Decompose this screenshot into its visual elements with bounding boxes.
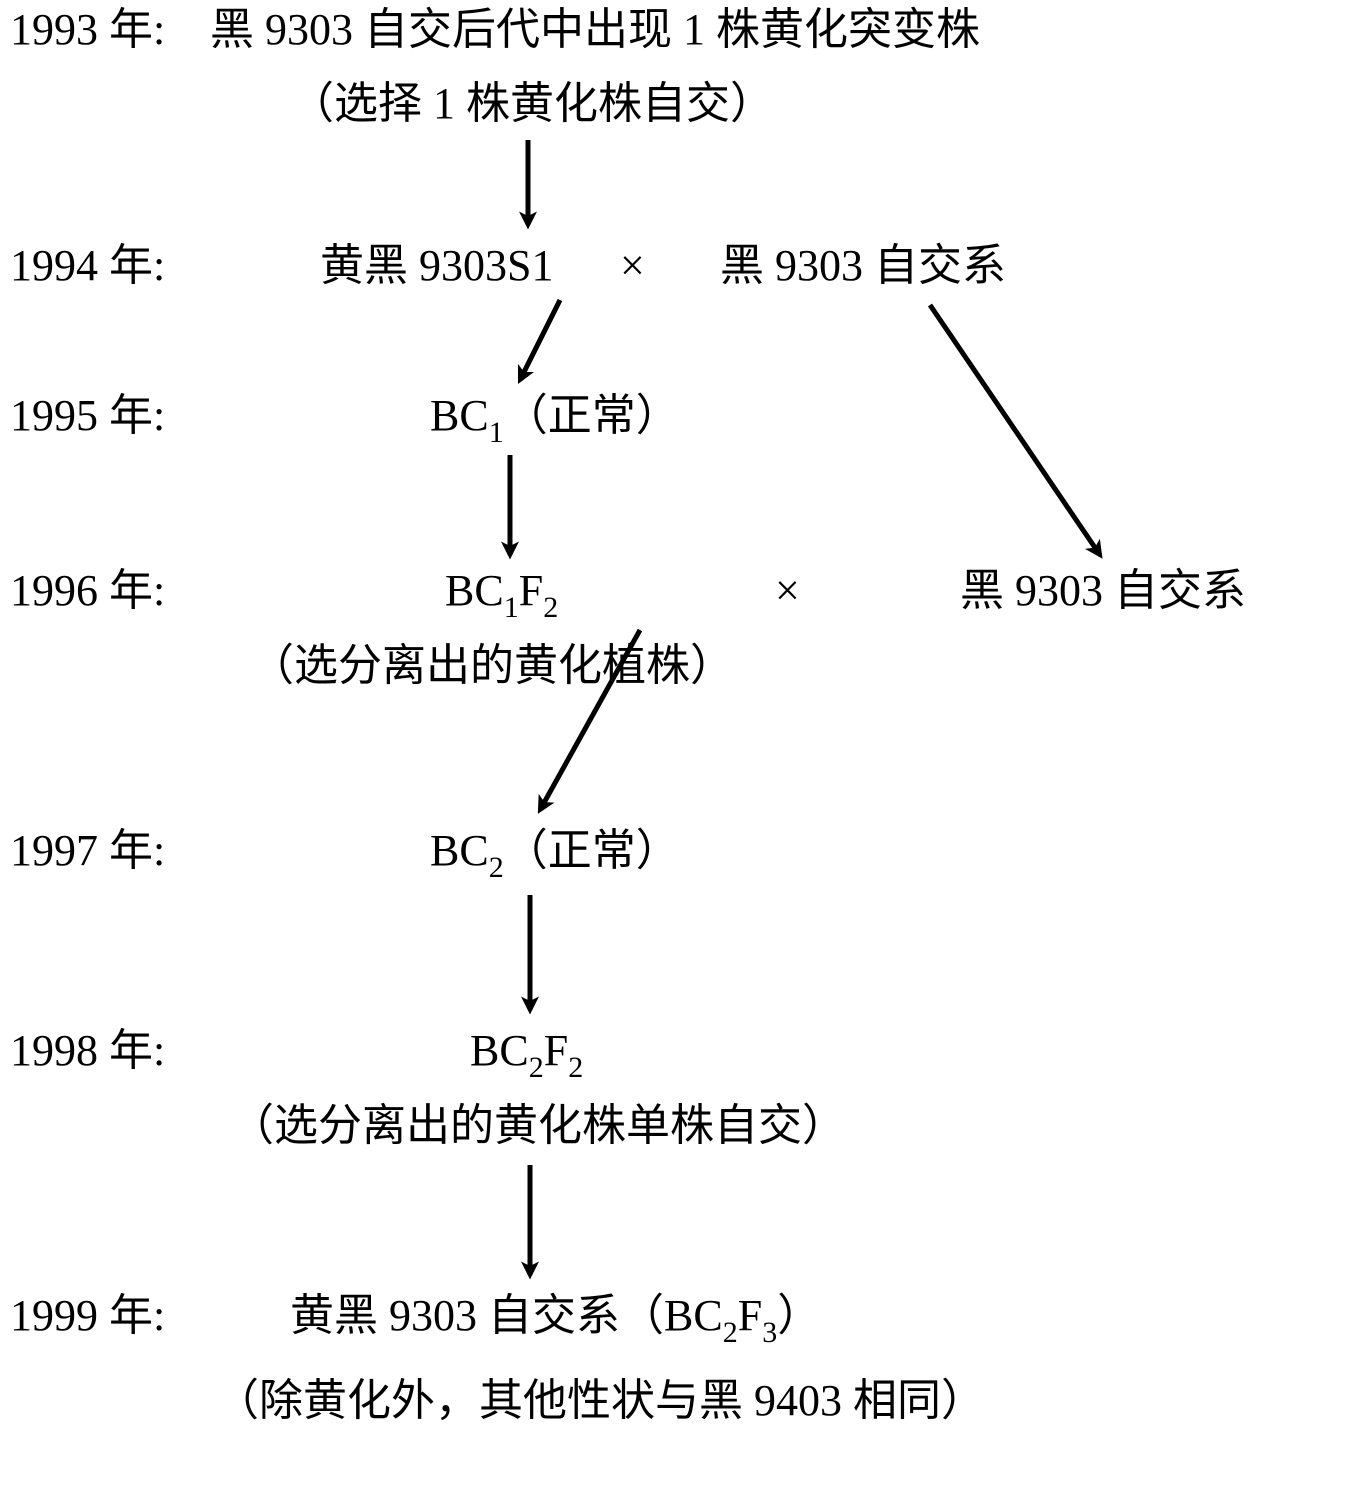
year-1996: 1996 年: bbox=[10, 566, 165, 615]
year-1997: 1997 年: bbox=[10, 826, 165, 875]
bc2-label: BC2（正常） bbox=[430, 826, 680, 884]
year-1995: 1995 年: bbox=[10, 391, 165, 440]
line-1993-main: 黑 9303 自交后代中出现 1 株黄化突变株 bbox=[210, 5, 980, 54]
line-1994-left: 黄黑 9303S1 bbox=[320, 241, 553, 290]
line-1996-note: （选分离出的黄化植株） bbox=[250, 641, 734, 690]
line-1996-right: 黑 9303 自交系 bbox=[960, 566, 1246, 615]
cross-1996: × bbox=[775, 566, 800, 615]
line-1998-note: （选分离出的黄化株单株自交） bbox=[230, 1101, 846, 1150]
line-1994-right: 黑 9303 自交系 bbox=[720, 241, 1006, 290]
bc2f2-label: BC2F2 bbox=[470, 1026, 583, 1084]
year-1994: 1994 年: bbox=[10, 241, 165, 290]
line-1999-note: （除黄化外，其他性状与黑 9403 相同） bbox=[215, 1376, 985, 1425]
year-1998: 1998 年: bbox=[10, 1026, 165, 1075]
year-1999: 1999 年: bbox=[10, 1291, 165, 1340]
bc1f2-label: BC1F2 bbox=[445, 566, 558, 624]
cross-1994: × bbox=[620, 241, 645, 290]
arrow-1994-bc1 bbox=[520, 300, 560, 380]
year-1993: 1993 年: bbox=[10, 5, 165, 54]
bc1-label: BC1（正常） bbox=[430, 391, 680, 449]
arrow-1994-right-1996 bbox=[930, 305, 1100, 555]
line-1999-main: 黄黑 9303 自交系（BC2F3） bbox=[290, 1291, 821, 1349]
line-1993-note: （选择 1 株黄化株自交） bbox=[290, 79, 774, 128]
breeding-flowchart: 1993 年: 黑 9303 自交后代中出现 1 株黄化突变株 （选择 1 株黄化株… bbox=[0, 0, 1367, 1487]
